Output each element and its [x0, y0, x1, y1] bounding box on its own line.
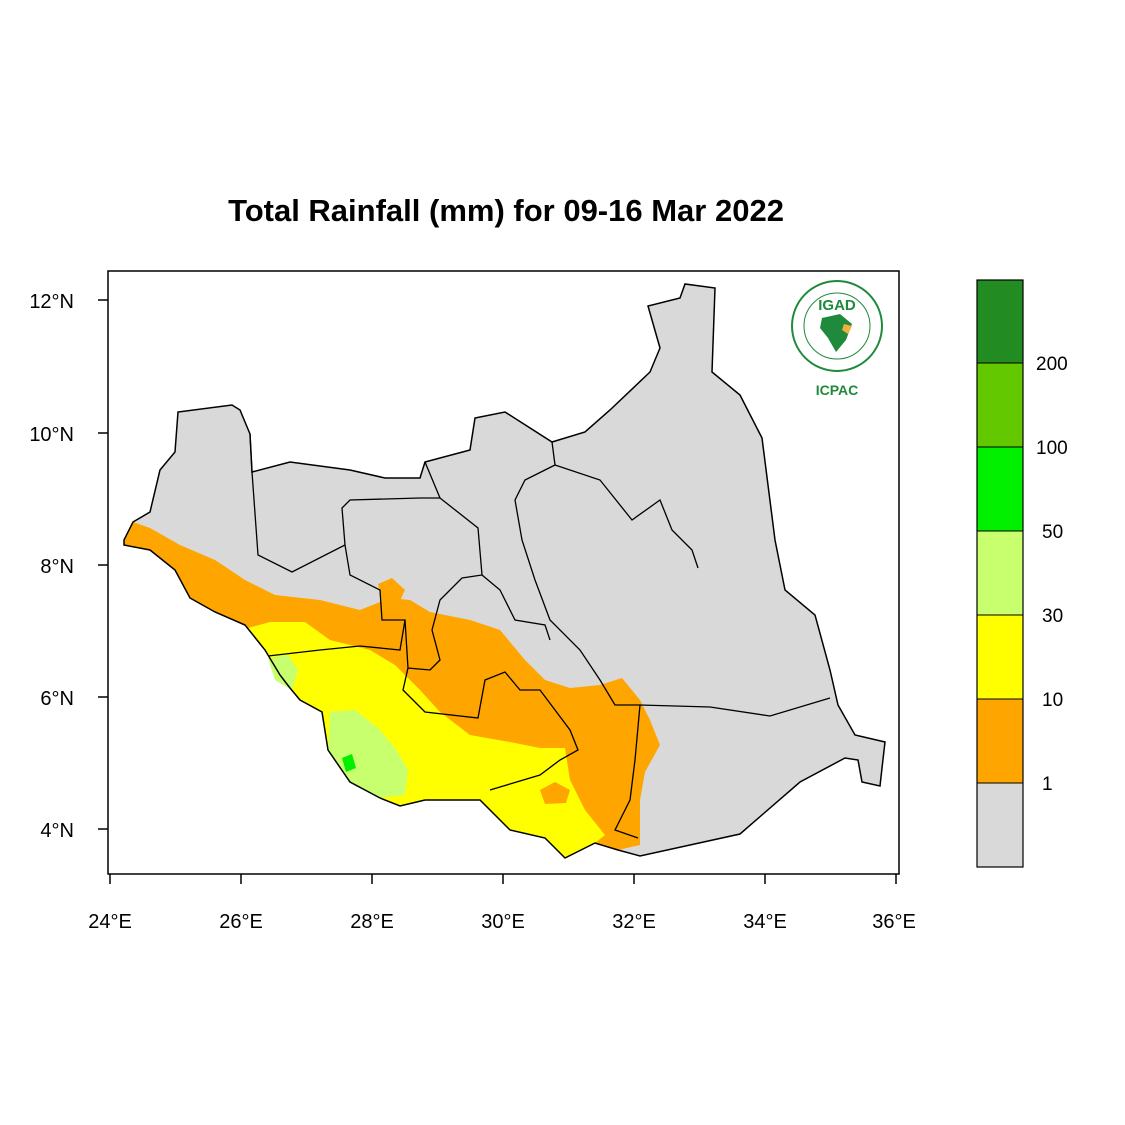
rain-band-50-100 — [342, 754, 356, 772]
south-sudan-shape — [124, 284, 885, 858]
icpac-logo: IGAD ICPAC — [791, 280, 883, 398]
lon-tick-label: 28°E — [350, 911, 394, 933]
lat-tick-label: 6°N — [40, 688, 74, 710]
lon-tick-label: 34°E — [743, 911, 787, 933]
rain-patch-1-10-south — [540, 782, 570, 804]
colorbar-label: 10 — [1042, 690, 1063, 711]
lat-tick-label: 10°N — [29, 424, 74, 446]
lon-tick-label: 24°E — [88, 911, 132, 933]
rain-patch-1-10-north — [378, 578, 405, 605]
colorbar-label: 50 — [1042, 522, 1063, 543]
colorbar-label: 1 — [1042, 774, 1053, 795]
africa-icon — [820, 314, 852, 352]
igad-region-icon — [842, 324, 852, 334]
map-panel: 24°E 26°E 28°E 30°E 32°E 34°E 36°E 12°N … — [29, 270, 916, 933]
logo-inner-ring — [803, 292, 871, 360]
lat-tick-label: 4°N — [40, 820, 74, 842]
lon-tick-label: 26°E — [219, 911, 263, 933]
colorbar-swatch — [977, 783, 1023, 867]
lon-tick-label: 36°E — [872, 911, 916, 933]
colorbar-label: 200 — [1036, 354, 1068, 375]
rain-band-10-30 — [248, 622, 605, 858]
colorbar-swatch — [977, 531, 1023, 615]
lat-tick-label: 8°N — [40, 556, 74, 578]
logo-igad-text: IGAD — [818, 297, 856, 314]
colorbar-label: 100 — [1036, 438, 1068, 459]
lat-axis — [98, 299, 108, 830]
colorbar: 1 10 30 50 100 200 — [976, 279, 1068, 868]
lon-tick-label: 32°E — [612, 911, 656, 933]
colorbar-swatch — [977, 280, 1023, 363]
state-boundaries — [249, 433, 831, 839]
colorbar-frame — [976, 279, 1024, 868]
colorbar-swatch — [977, 447, 1023, 531]
colorbar-label: 30 — [1042, 606, 1063, 627]
chart-title: Total Rainfall (mm) for 09-16 Mar 2022 — [228, 193, 784, 228]
colorbar-swatch — [977, 699, 1023, 783]
lon-axis — [109, 874, 897, 884]
country-border — [123, 283, 886, 859]
logo-icpac-text: ICPAC — [816, 382, 859, 398]
colorbar-swatch — [977, 363, 1023, 447]
lon-tick-label: 30°E — [481, 911, 525, 933]
colorbar-swatch — [977, 615, 1023, 699]
rain-band-30-50 — [268, 655, 408, 798]
lat-tick-label: 12°N — [29, 291, 74, 313]
